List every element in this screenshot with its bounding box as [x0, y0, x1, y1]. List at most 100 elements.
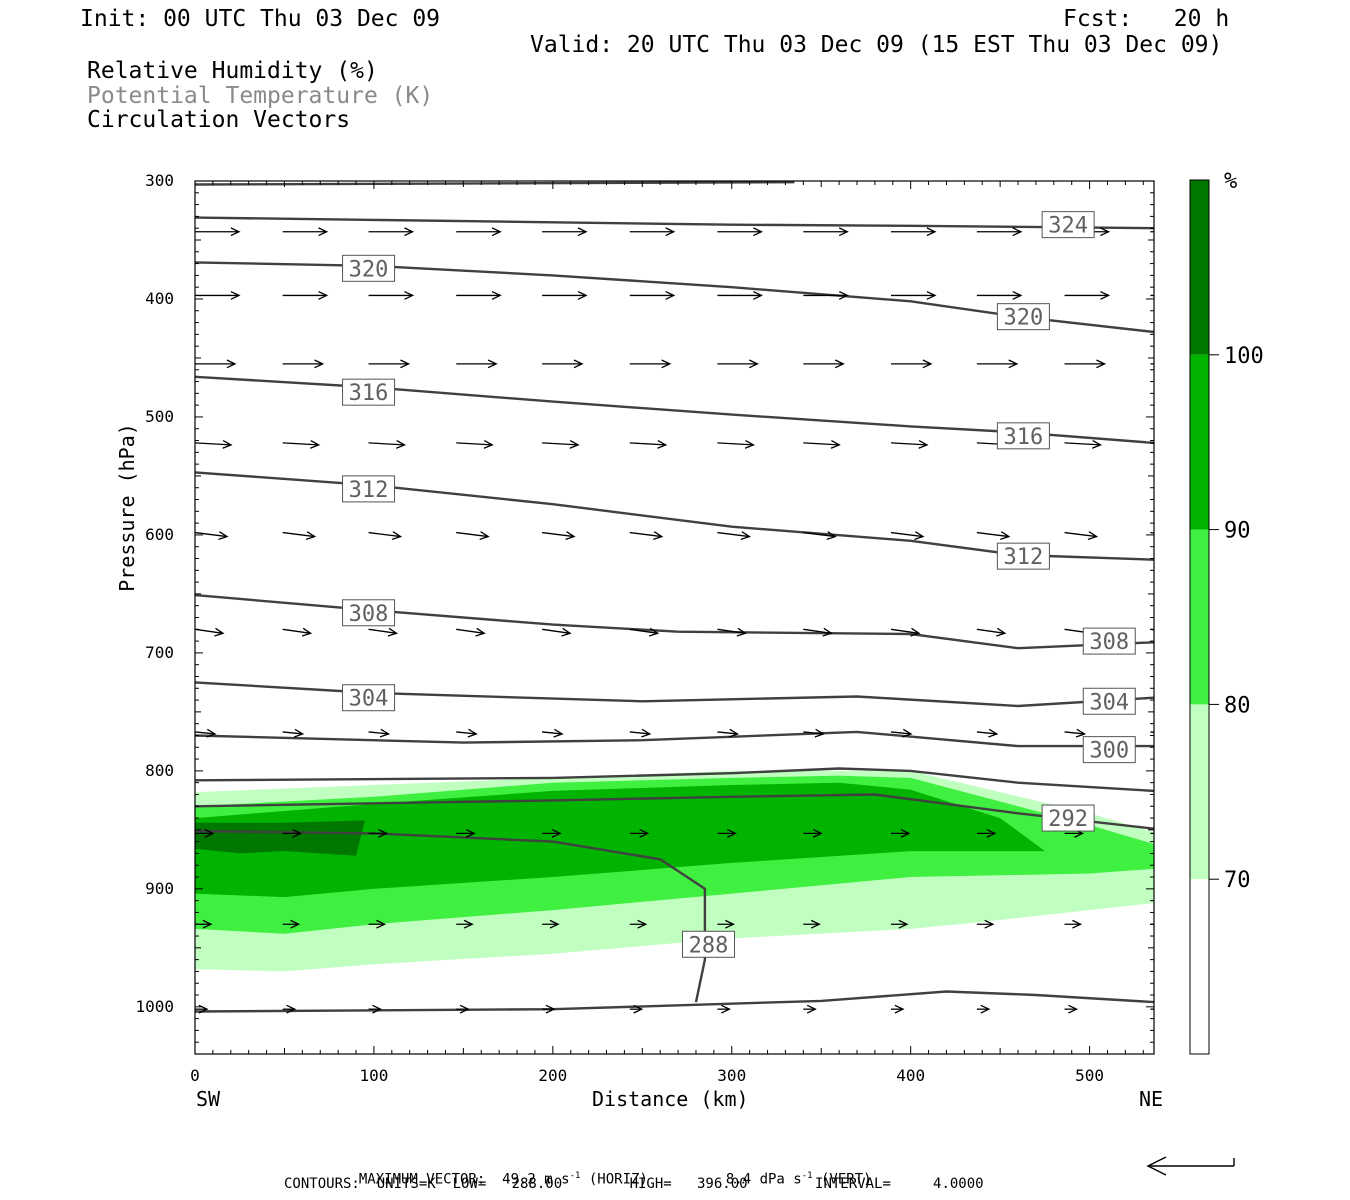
vector-head	[728, 728, 739, 738]
circulation-vector	[282, 440, 321, 449]
forecast-hour: Fcst: 20 h	[1063, 6, 1230, 32]
colorbar-label: 90	[1224, 519, 1251, 544]
circulation-vector	[368, 828, 389, 838]
vector-shaft	[195, 731, 216, 735]
vector-shaft	[195, 531, 228, 538]
x-axis-label: Distance (km)	[592, 1087, 749, 1111]
theta-contour-300	[195, 730, 1154, 748]
vector-shaft	[1064, 442, 1101, 446]
vector-head	[834, 359, 845, 369]
circulation-vector	[456, 828, 476, 838]
y-tick-label: 800	[145, 761, 174, 780]
circulation-vector	[717, 531, 751, 540]
theta-contour-292	[195, 793, 1154, 830]
valid-time: Valid: 20 UTC Thu 03 Dec 09 (15 EST Thu …	[530, 32, 1223, 58]
circulation-vector	[282, 359, 325, 369]
vector-shaft	[368, 531, 401, 538]
x-tick-label: 300	[717, 1066, 746, 1085]
vector-head	[826, 531, 837, 540]
vector-shaft	[542, 731, 563, 735]
circulation-vector	[629, 227, 676, 237]
vector-shaft	[282, 628, 311, 634]
circulation-vector	[542, 359, 584, 369]
vector-head	[487, 359, 498, 369]
circulation-vector	[282, 828, 303, 838]
contour-label-box	[1082, 627, 1136, 655]
vector-shaft	[456, 628, 485, 634]
vector-shaft	[717, 531, 750, 538]
vector-head	[391, 531, 403, 540]
circulation-vector	[717, 290, 763, 300]
circulation-vector	[542, 828, 562, 838]
vector-head	[222, 440, 233, 449]
reference-vector	[1146, 1156, 1235, 1176]
vector-head	[1075, 728, 1087, 738]
colorbar-segment	[1190, 354, 1209, 530]
vector-head	[1000, 531, 1011, 540]
circulation-vector	[803, 919, 821, 929]
circulation-vector	[368, 440, 407, 449]
contour-label: 312	[349, 478, 389, 503]
circulation-vector	[629, 531, 664, 540]
circulation-vector	[368, 1004, 383, 1014]
vector-head	[378, 828, 389, 838]
ne-endpoint-label: NE	[1139, 1087, 1164, 1111]
vector-shaft	[976, 628, 1005, 634]
reference-vector-head	[1146, 1156, 1167, 1176]
vector-head	[980, 1004, 991, 1014]
circulation-vector	[195, 359, 237, 369]
contour-label-box	[1041, 804, 1095, 832]
vector-head	[1072, 919, 1083, 929]
y-tick-label: 900	[145, 879, 174, 898]
vector-head	[577, 290, 588, 300]
rh-fill-90	[195, 782, 1045, 898]
circulation-vector	[717, 1004, 731, 1014]
circulation-vector	[368, 227, 415, 237]
circulation-vector	[629, 1004, 644, 1014]
circulation-vector	[542, 1004, 556, 1014]
vector-head	[214, 627, 225, 637]
vector-head	[648, 627, 660, 637]
vector-shaft	[282, 531, 315, 538]
contour-label-box	[342, 684, 396, 712]
vector-head	[305, 531, 317, 540]
vector-head	[1182, 360, 1190, 368]
vector-head	[463, 919, 474, 929]
contour-label-box	[1082, 736, 1136, 764]
vector-head	[577, 227, 588, 237]
contour-label-box	[996, 303, 1050, 331]
vector-head	[894, 1004, 905, 1014]
vector-head	[553, 728, 564, 738]
circulation-vector	[1150, 360, 1190, 368]
x-tick-label: 400	[896, 1066, 925, 1085]
init-time: Init: 00 UTC Thu 03 Dec 09	[80, 6, 441, 32]
circulation-vector	[282, 728, 305, 738]
theta-contour-304	[195, 681, 1154, 708]
y-axis-label: Pressure (hPa)	[115, 423, 139, 592]
vector-head	[400, 359, 411, 369]
circulation-vector	[629, 828, 650, 838]
y-tick-label: 400	[145, 289, 174, 308]
circulation-vector	[890, 828, 911, 838]
circulation-vector	[282, 290, 329, 300]
circulation-vector	[976, 1004, 991, 1014]
x-tick-label: 200	[538, 1066, 567, 1085]
circulation-vector	[803, 440, 841, 449]
vector-head	[475, 627, 486, 637]
circulation-vector	[456, 290, 502, 300]
vector-head	[725, 919, 735, 929]
vector-shaft	[890, 628, 920, 634]
vector-head	[721, 1004, 731, 1014]
vector-head	[376, 919, 387, 929]
circulation-vector	[976, 919, 995, 929]
vector-shaft	[717, 731, 738, 735]
circulation-vector	[976, 728, 999, 738]
vector-shaft	[717, 442, 754, 446]
vector-head	[1160, 830, 1168, 838]
circulation-vector	[456, 919, 474, 929]
vector-head	[810, 919, 821, 929]
theta-contour-296	[195, 767, 1154, 793]
contour-label: 316	[349, 381, 389, 406]
vector-shaft	[803, 531, 836, 538]
colorbar-segment	[1190, 704, 1209, 880]
